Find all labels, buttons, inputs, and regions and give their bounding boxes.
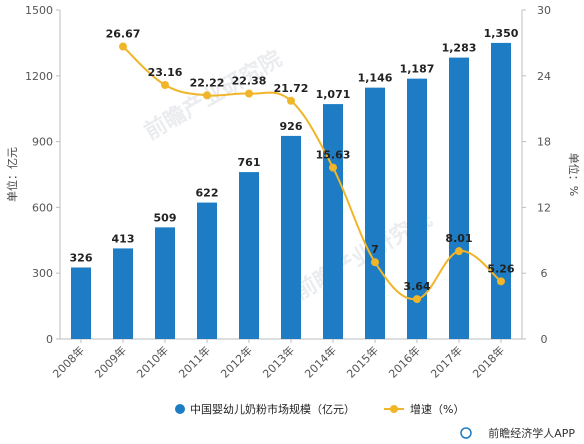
- left-tick-label: 900: [32, 136, 53, 149]
- x-tick-label: 2014年: [302, 343, 339, 380]
- legend-bar-label: 中国婴幼儿奶粉市场规模（亿元）: [190, 402, 355, 416]
- x-tick-label: 2010年: [134, 343, 171, 380]
- growth-line: [122, 45, 502, 301]
- bar: [71, 267, 91, 339]
- x-tick-label: 2011年: [176, 343, 213, 380]
- line-value-label: 15.63: [316, 149, 351, 162]
- bar: [197, 202, 217, 339]
- x-tick-label: 2013年: [260, 343, 297, 380]
- bar-value-label: 509: [154, 211, 177, 224]
- bar-value-label: 926: [280, 120, 303, 133]
- bar-value-label: 1,283: [442, 42, 477, 55]
- bar-data-labels: 326 413 509 622 761 926 1,071 1,146 1,187 1,283 1,…: [70, 27, 519, 265]
- line-point: [245, 89, 253, 98]
- bar-value-label: 1,146: [358, 72, 393, 85]
- line-value-label: 22.38: [232, 75, 267, 88]
- line-data-labels: 26.67 23.16 22.22 22.38 21.72 15.63 7 3.64 8.01 5…: [106, 28, 515, 294]
- line-series: [119, 42, 505, 304]
- x-tick-label: 2009年: [92, 343, 129, 380]
- line-point: [413, 295, 421, 304]
- right-tick-label: 18: [537, 136, 551, 149]
- bar-value-label: 1,350: [484, 27, 519, 40]
- legend-line-label: 增速（%）: [410, 402, 464, 416]
- source-text: 前瞻经济学人APP: [488, 426, 575, 440]
- right-tick-label: 30: [537, 4, 551, 17]
- right-tick-label: 0: [541, 333, 548, 346]
- bar: [365, 87, 385, 339]
- bar-value-label: 761: [238, 156, 261, 169]
- right-tick-label: 24: [537, 70, 551, 83]
- legend: 中国婴幼儿奶粉市场规模（亿元） 增速（%）: [175, 402, 464, 416]
- x-tick-label: 2018年: [470, 343, 507, 380]
- right-tick-label: 6: [541, 267, 548, 280]
- line-value-label: 21.72: [274, 82, 309, 95]
- bar: [323, 104, 343, 340]
- left-tick-label: 300: [32, 267, 53, 280]
- left-axis-title: 单位：亿元: [5, 147, 19, 202]
- line-value-label: 3.64: [403, 280, 430, 293]
- bar: [113, 248, 133, 339]
- line-value-label: 5.26: [487, 262, 514, 275]
- x-tick-label: 2016年: [386, 343, 423, 380]
- legend-line-marker: [390, 405, 398, 413]
- bar: [281, 135, 301, 339]
- line-value-label: 22.22: [190, 76, 225, 89]
- bar: [239, 172, 259, 339]
- right-axis-title: 单位：%: [567, 153, 581, 196]
- bar: [449, 57, 469, 339]
- bar-value-label: 326: [70, 251, 93, 264]
- x-tick-label: 2017年: [428, 343, 465, 380]
- bar: [407, 78, 427, 339]
- right-axis: 0 6 12 18 24 30 单位：%: [521, 4, 581, 346]
- line-point: [455, 247, 463, 256]
- right-tick-label: 12: [537, 201, 551, 214]
- line-point: [371, 258, 379, 267]
- line-point: [119, 42, 127, 51]
- bar: [155, 227, 175, 339]
- bar-value-label: 1,187: [400, 63, 435, 76]
- x-tick-label: 2012年: [218, 343, 255, 380]
- left-axis: 0 300 600 900 1200 1500 单位：亿元: [5, 4, 61, 346]
- line-point: [329, 163, 337, 172]
- left-tick-label: 1200: [25, 70, 53, 83]
- source-footer: 前瞻经济学人APP: [460, 426, 575, 440]
- line-value-label: 7: [371, 243, 379, 256]
- x-tick-label: 2015年: [344, 343, 381, 380]
- line-value-label: 8.01: [445, 232, 472, 245]
- bar: [491, 42, 511, 340]
- left-tick-label: 600: [32, 201, 53, 214]
- legend-bar-swatch: [175, 404, 185, 414]
- left-tick-label: 0: [46, 333, 53, 346]
- bar-value-label: 622: [196, 187, 219, 200]
- x-axis: 2008年 2009年 2010年 2011年 2012年 2013年 2014年 2015年…: [50, 338, 522, 381]
- line-point: [161, 81, 169, 90]
- line-point: [497, 277, 505, 286]
- x-tick-label: 2008年: [50, 343, 87, 380]
- line-value-label: 26.67: [106, 28, 141, 41]
- line-point: [287, 96, 295, 105]
- bar-series: [71, 42, 511, 340]
- bar-value-label: 413: [112, 232, 135, 245]
- source-logo-icon: [460, 427, 472, 439]
- line-value-label: 23.16: [148, 66, 183, 79]
- left-tick-label: 1500: [25, 4, 53, 17]
- bar-value-label: 1,071: [316, 88, 351, 101]
- line-point: [203, 91, 211, 100]
